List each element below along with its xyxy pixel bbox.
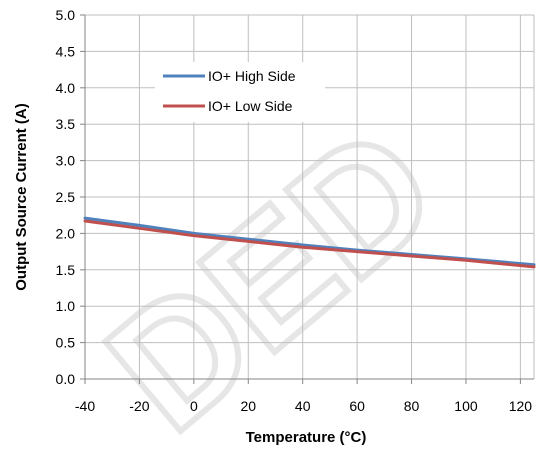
- y-tick-label: 3.0: [56, 153, 76, 169]
- legend-label-2: IO+ Low Side: [208, 98, 293, 114]
- y-tick-label: 3.5: [56, 116, 76, 132]
- series-lines: [83, 216, 536, 269]
- y-tick-labels: 0.0 0.5 1.0 1.5 2.0 2.5 3.0 3.5 4.0 4.5 5.0: [56, 7, 76, 387]
- x-tick-label: -40: [75, 398, 95, 414]
- y-tick-label: 5.0: [56, 7, 76, 23]
- y-axis-title: Output Source Current (A): [13, 103, 30, 291]
- x-tick-label: 120: [509, 398, 533, 414]
- axes: [80, 14, 534, 384]
- y-tick-label: 4.5: [56, 43, 76, 59]
- legend-background: [155, 62, 325, 122]
- x-tick-label: 40: [295, 398, 311, 414]
- y-tick-label: 1.0: [56, 298, 76, 314]
- x-axis-title: Temperature (°C): [246, 429, 367, 446]
- y-tick-label: 1.5: [56, 262, 76, 278]
- y-tick-label: 2.5: [56, 189, 76, 205]
- legend-label-1: IO+ High Side: [208, 68, 296, 84]
- y-tick-label: 2.0: [56, 225, 76, 241]
- legend: IO+ High Side IO+ Low Side: [155, 62, 325, 122]
- x-tick-label: 20: [240, 398, 256, 414]
- y-tick-label: 0.5: [56, 335, 76, 351]
- series-line-2: [83, 219, 536, 269]
- y-tick-label: 0.0: [56, 371, 76, 387]
- x-tick-label: -20: [129, 398, 149, 414]
- x-tick-label: 0: [190, 398, 198, 414]
- x-tick-labels: -40 -20 0 20 40 60 80 100 120: [75, 398, 532, 414]
- y-tick-label: 4.0: [56, 80, 76, 96]
- x-tick-label: 80: [404, 398, 420, 414]
- x-tick-label: 100: [454, 398, 478, 414]
- x-tick-label: 60: [349, 398, 365, 414]
